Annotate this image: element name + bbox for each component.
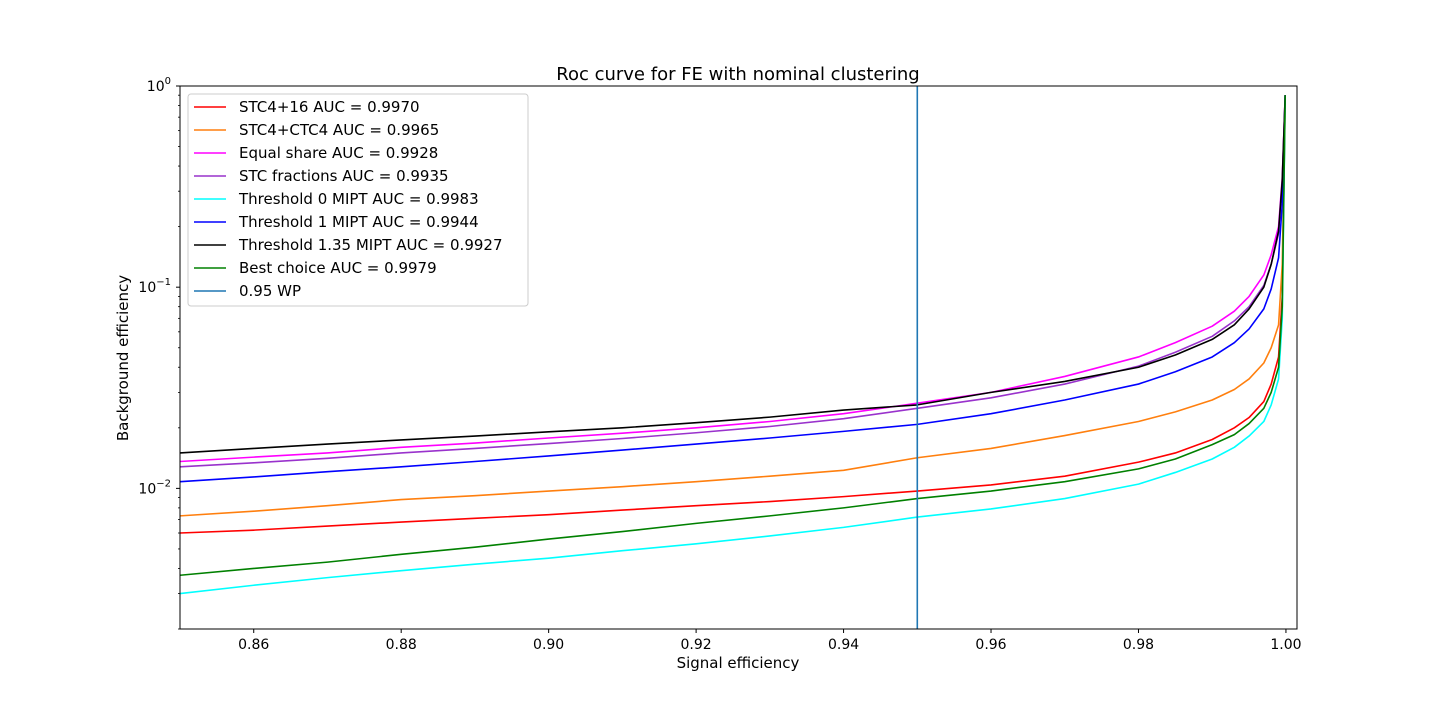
legend: STC4+16 AUC = 0.9970 STC4+CTC4 AUC = 0.99… xyxy=(187,93,529,307)
x-tick-label: 0.92 xyxy=(681,637,712,653)
x-tick-label: 0.96 xyxy=(975,637,1006,653)
series-line-6 xyxy=(180,95,1286,483)
series-layer xyxy=(180,95,1286,595)
x-tick-label: 1.00 xyxy=(1270,637,1301,653)
legend-label: STC4+CTC4 AUC = 0.9965 xyxy=(239,121,439,139)
y-axis-label: Background efficiency xyxy=(114,275,132,441)
legend-label: STC fractions AUC = 0.9935 xyxy=(239,167,449,185)
legend-label: STC4+16 AUC = 0.9970 xyxy=(239,98,420,116)
y-tick-label: 100 xyxy=(147,76,171,95)
legend-label: 0.95 WP xyxy=(239,282,301,300)
legend-label: Equal share AUC = 0.9928 xyxy=(239,144,438,162)
legend-box xyxy=(187,93,529,307)
x-tick-label: 0.86 xyxy=(238,637,269,653)
y-tick-label: 10−1 xyxy=(138,277,171,296)
legend-label: Threshold 0 MIPT AUC = 0.9983 xyxy=(238,190,479,208)
y-tick-label: 10−2 xyxy=(138,478,171,497)
chart-title: Roc curve for FE with nominal clustering xyxy=(556,64,919,85)
series-line-8 xyxy=(180,95,1286,577)
legend-label: Threshold 1 MIPT AUC = 0.9944 xyxy=(238,213,479,231)
plot-frame xyxy=(179,85,1298,630)
series-line-1 xyxy=(180,95,1286,534)
series-line-2 xyxy=(180,95,1286,517)
x-axis-label: Signal efficiency xyxy=(677,654,800,672)
legend-items: STC4+16 AUC = 0.9970 STC4+CTC4 AUC = 0.99… xyxy=(194,98,503,300)
x-tick-label: 0.98 xyxy=(1123,637,1154,653)
legend-label: Threshold 1.35 MIPT AUC = 0.9927 xyxy=(238,236,503,254)
legend-label: Best choice AUC = 0.9979 xyxy=(239,259,437,277)
x-axis-ticks: 0.86 0.88 0.90 0.92 0.94 0.96 0.98 1.00 xyxy=(238,629,1302,653)
x-tick-label: 0.90 xyxy=(533,637,564,653)
series-line-7 xyxy=(180,95,1286,454)
x-tick-label: 0.94 xyxy=(828,637,859,653)
x-tick-label: 0.88 xyxy=(386,637,417,653)
series-line-5 xyxy=(180,95,1286,595)
y-axis-ticks: 10−2 10−1 100 xyxy=(138,76,180,630)
